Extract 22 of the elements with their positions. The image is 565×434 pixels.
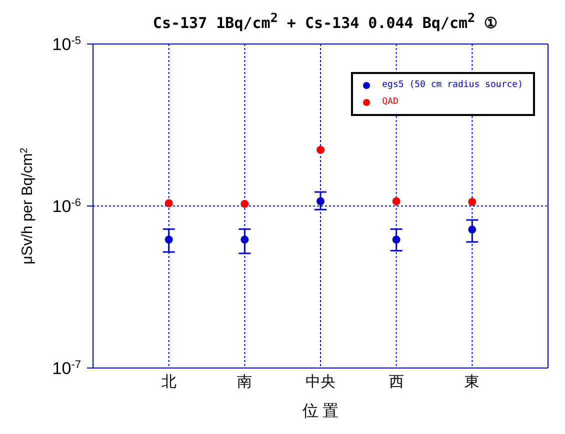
x-axis-title: 位 置 — [302, 403, 339, 420]
point — [240, 236, 249, 244]
x-tick-label: 西 — [388, 374, 404, 391]
y-tick-label: 10$^{-7}$ — [52, 359, 81, 378]
point — [240, 200, 249, 208]
point — [316, 146, 324, 154]
point — [468, 226, 476, 234]
chart-title: Cs-137 1Bq/cm$^{2}$ + Cs-134 0.044 Bq/cm$^{2}$ ① — [152, 10, 498, 32]
y-tick-label: 10$^{-6}$ — [52, 197, 81, 216]
point — [392, 197, 400, 206]
point — [392, 236, 400, 244]
x-tick-label: 東 — [464, 374, 480, 391]
point — [164, 199, 173, 208]
x-tick-label: 北 — [161, 374, 176, 391]
x-tick-label: 南 — [237, 374, 252, 391]
point — [164, 236, 173, 244]
y-tick-label: 10$^{-5}$ — [52, 35, 81, 54]
legend-label: egs5 (50 cm radius source) — [382, 79, 523, 92]
legend-label: QAD — [382, 96, 398, 109]
x-tick-label: 中央 — [306, 374, 336, 391]
point — [316, 197, 324, 206]
point — [468, 198, 476, 206]
